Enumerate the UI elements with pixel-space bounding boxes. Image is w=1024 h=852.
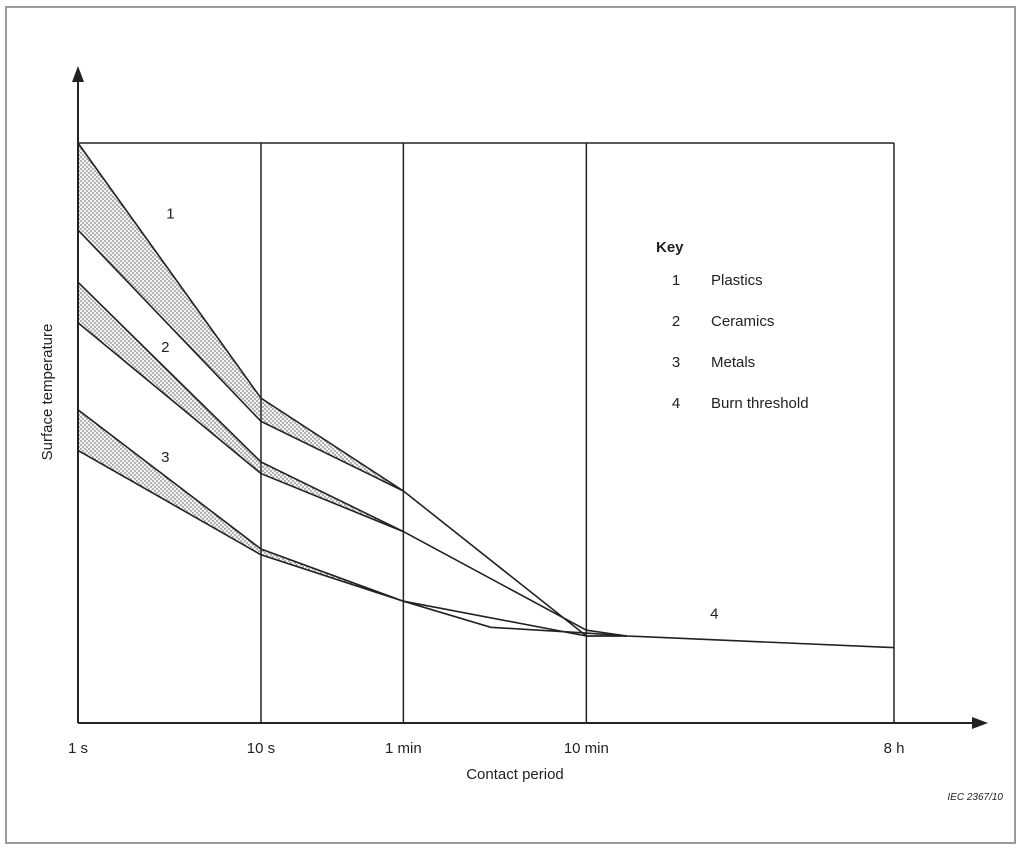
grid-layer — [78, 142, 895, 723]
x-axis-title: Contact period — [466, 766, 564, 783]
curves-layer — [77, 142, 895, 649]
key-entry-label: Plastics — [711, 272, 763, 289]
key-entry-number: 3 — [672, 354, 680, 371]
labels-layer: Contact period Surface temperature Key I… — [39, 205, 1003, 803]
axes-layer — [72, 66, 988, 729]
key-entry-number: 1 — [672, 272, 680, 289]
curve-label-1: 1 — [166, 205, 174, 222]
figure-frame — [5, 6, 1016, 844]
x-tick-label: 8 h — [884, 740, 905, 757]
band-2 — [78, 282, 404, 532]
curve-label-3: 3 — [161, 449, 169, 466]
curve-label-2: 2 — [161, 339, 169, 356]
series-2-lower-line — [77, 322, 404, 533]
key-entry-number: 2 — [672, 313, 680, 330]
curve-label-4: 4 — [710, 606, 718, 623]
y-axis-arrow — [72, 66, 84, 82]
series-1-lower-line — [77, 229, 404, 492]
key-title: Key — [656, 239, 684, 256]
series-4-line — [403, 600, 895, 649]
band-1 — [78, 143, 404, 491]
band-3 — [78, 409, 404, 602]
figure-reference: IEC 2367/10 — [947, 792, 1003, 803]
series-3-lower-line — [77, 449, 404, 602]
key-entry-label: Metals — [711, 354, 755, 371]
x-tick-label: 10 s — [247, 740, 275, 757]
y-axis-title: Surface temperature — [39, 324, 56, 461]
key-entry-label: Burn threshold — [711, 395, 809, 412]
key-entry-label: Ceramics — [711, 313, 774, 330]
x-tick-label: 10 min — [564, 740, 609, 757]
key-entry-number: 4 — [672, 395, 680, 412]
x-axis-arrow — [972, 717, 988, 729]
x-tick-label: 1 min — [385, 740, 422, 757]
x-tick-label: 1 s — [68, 740, 88, 757]
